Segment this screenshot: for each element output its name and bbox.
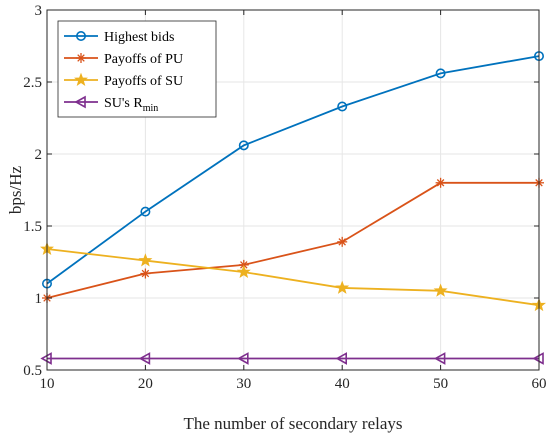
data-point: [335, 352, 348, 365]
x-tick-label: 60: [532, 376, 547, 392]
series-line: [46, 55, 540, 285]
data-point: [435, 68, 446, 79]
data-point: [337, 236, 348, 247]
data-point: [238, 140, 249, 151]
legend-items: Highest bids Payoffs of PU Payoffs of SU SU…: [64, 30, 183, 114]
x-tick-label: 10: [40, 376, 55, 392]
data-point: [236, 264, 251, 279]
plot-frame: [46, 9, 540, 371]
x-tick-label: 50: [433, 376, 448, 392]
data-point: [138, 253, 153, 267]
y-tick-label: 1: [35, 291, 43, 307]
y-tick-label: 1.5: [23, 219, 42, 235]
legend-item: Highest bids: [64, 30, 174, 45]
data-point: [237, 352, 249, 365]
x-tick-label: 30: [236, 376, 251, 392]
legend-marker: [74, 95, 86, 109]
legend-marker: [74, 72, 88, 86]
y-tick-label: 3: [35, 3, 43, 19]
series-line: [46, 181, 539, 299]
data-point: [433, 283, 448, 297]
axis-ticks: 10 20 30 40 50 60 0.5 1 1.5 2 2.5 3: [23, 3, 546, 392]
y-tick-label: 2.5: [23, 75, 42, 91]
y-axis-title: bps/Hz: [6, 165, 25, 214]
data-point: [140, 206, 151, 217]
data-point: [140, 268, 151, 279]
series-1: [42, 177, 544, 303]
x-tick-label: 20: [138, 376, 153, 392]
series-3: [40, 352, 544, 365]
legend-label: Payoffs of SU: [104, 74, 183, 89]
legend-label: SU's Rmin: [104, 96, 158, 114]
data-point: [337, 101, 348, 112]
legend-marker: [76, 30, 87, 41]
data-point: [435, 177, 446, 188]
legend-item: SU's Rmin: [64, 95, 158, 114]
legend-item: Payoffs of SU: [64, 72, 183, 89]
legend-label: Payoffs of PU: [104, 52, 183, 67]
x-tick-label: 40: [335, 376, 350, 392]
legend-label: Highest bids: [104, 30, 174, 45]
y-tick-label: 0.5: [23, 363, 42, 379]
legend-marker: [76, 53, 86, 63]
y-tick-label: 2: [35, 147, 43, 163]
legend: Highest bids Payoffs of PU Payoffs of SU SU…: [57, 20, 217, 118]
data-point: [335, 280, 350, 294]
data-point: [138, 352, 151, 365]
data-point: [433, 352, 446, 365]
legend-item: Payoffs of PU: [64, 52, 183, 67]
series-line: [46, 248, 540, 307]
x-axis-title: The number of secondary relays: [183, 414, 402, 433]
